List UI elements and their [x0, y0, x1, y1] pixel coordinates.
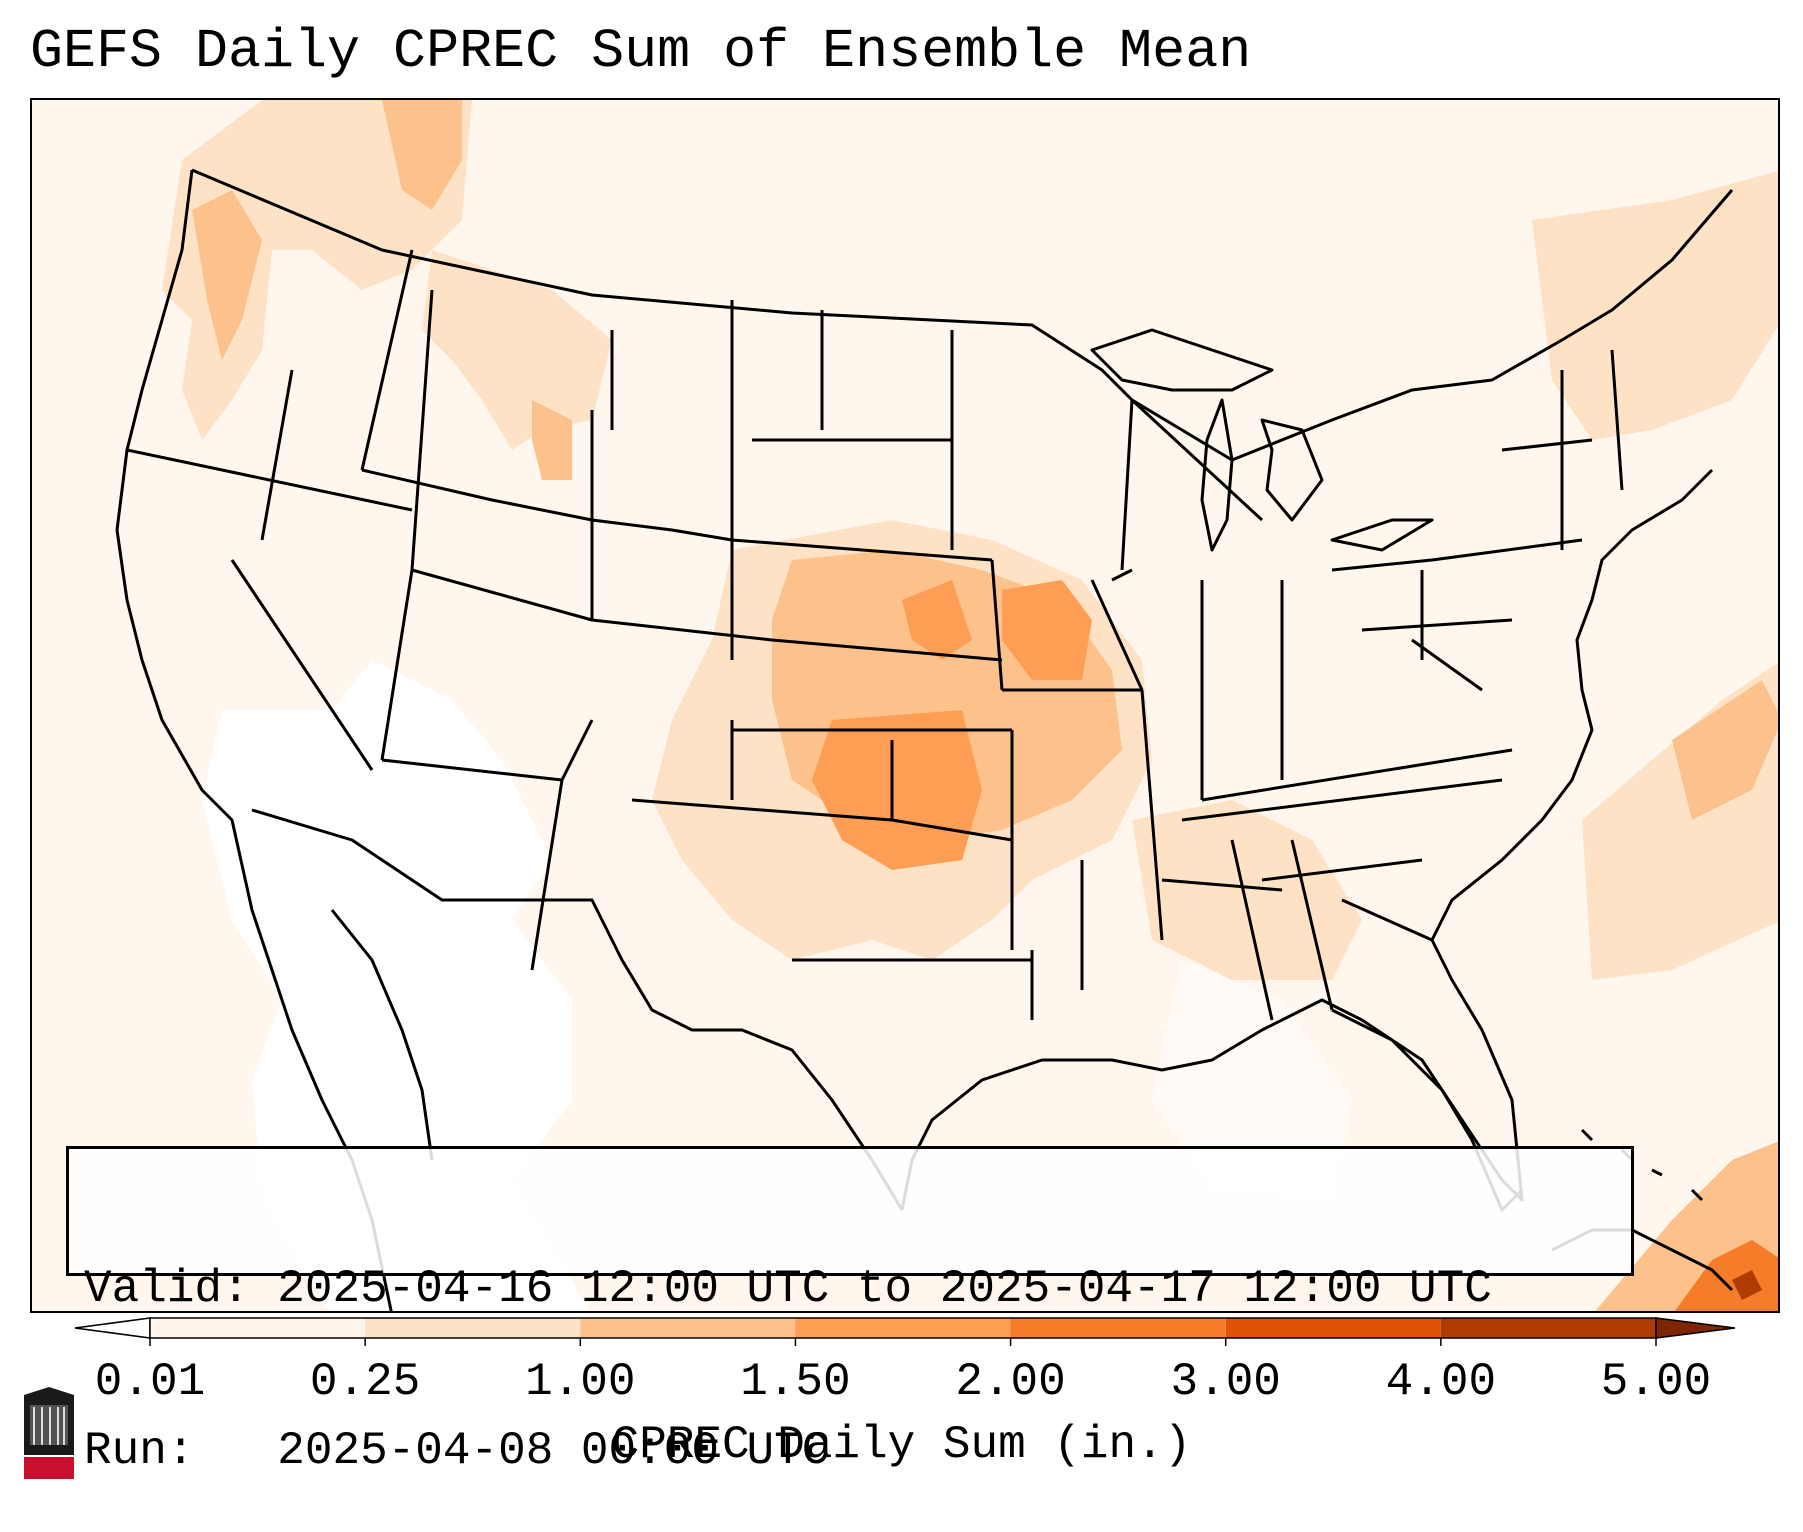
colorbar	[0, 1310, 1803, 1350]
valid-label: Valid:	[84, 1263, 250, 1315]
map-title: GEFS Daily CPREC Sum of Ensemble Mean	[30, 20, 1252, 83]
baja-california	[330, 909, 434, 1161]
run-label: Run:	[84, 1425, 195, 1477]
colorbar-tick-label: 0.01	[94, 1356, 206, 1408]
precip-northeast	[1532, 171, 1778, 440]
precipitation-map	[30, 98, 1780, 1313]
colorbar-svg	[74, 1317, 1736, 1346]
colorbar-tick-label: 0.25	[309, 1356, 421, 1408]
colorbar-segment	[1440, 1318, 1656, 1338]
run-row: Run: 2025-04-08 00:00 UTC	[84, 1424, 1616, 1478]
run-value: 2025-04-08 00:00 UTC	[277, 1425, 830, 1477]
info-box: Valid: 2025-04-16 12:00 UTC to 2025-04-1…	[66, 1146, 1634, 1477]
colorbar-segment	[1010, 1318, 1226, 1338]
colorbar-tick-label: 1.50	[740, 1356, 851, 1408]
colorbar-outline	[149, 1317, 1657, 1339]
colorbar-tick-label: 1.00	[525, 1356, 636, 1408]
colorbar-label: CPREC Daily Sum (in.)	[611, 1419, 1192, 1471]
precip-rockies-core	[532, 400, 572, 480]
gulf-coastline	[900, 939, 1524, 1211]
west-coastline	[115, 169, 393, 1311]
colorbar-tick-label: 2.00	[955, 1356, 1066, 1408]
niu-logo	[24, 1387, 74, 1479]
precip-rockies	[422, 250, 612, 450]
valid-row: Valid: 2025-04-16 12:00 UTC to 2025-04-1…	[84, 1262, 1616, 1316]
colorbar-tick-label: 3.00	[1170, 1356, 1281, 1408]
east-coastline	[1430, 468, 1714, 941]
precip-washington	[192, 190, 262, 360]
dry-region-gulf	[1152, 960, 1352, 1200]
colorbar-tick-label: 4.00	[1385, 1356, 1497, 1408]
lake-erie	[1330, 518, 1434, 552]
mexico-border	[251, 808, 904, 1211]
colorbar-under-triangle	[74, 1317, 151, 1339]
precip-southeast	[1132, 800, 1362, 980]
precip-oklahoma-core	[812, 710, 982, 870]
lake-huron	[1260, 418, 1324, 522]
precip-northwest-core	[382, 100, 462, 210]
precip-atlantic-core	[1672, 680, 1778, 820]
lake-superior	[1090, 328, 1274, 392]
precip-missouri-core	[1002, 580, 1092, 680]
precip-northwest	[162, 100, 472, 440]
colorbar-segment	[795, 1318, 1011, 1338]
colorbar-segment	[1225, 1318, 1441, 1338]
valid-value: 2025-04-16 12:00 UTC to 2025-04-17 12:00…	[277, 1263, 1492, 1315]
colorbar-segment	[580, 1318, 796, 1338]
colorbar-segment	[365, 1318, 581, 1338]
map-canvas	[32, 100, 1778, 1311]
state-borders	[126, 249, 1624, 1021]
colorbar-tick-label: 5.00	[1600, 1356, 1712, 1408]
colorbar-over-triangle	[1655, 1317, 1736, 1339]
geographic-boundaries	[115, 168, 1734, 1311]
colorbar-segment	[150, 1318, 366, 1338]
precip-kansas-core	[902, 580, 972, 660]
lake-michigan	[1200, 398, 1234, 552]
